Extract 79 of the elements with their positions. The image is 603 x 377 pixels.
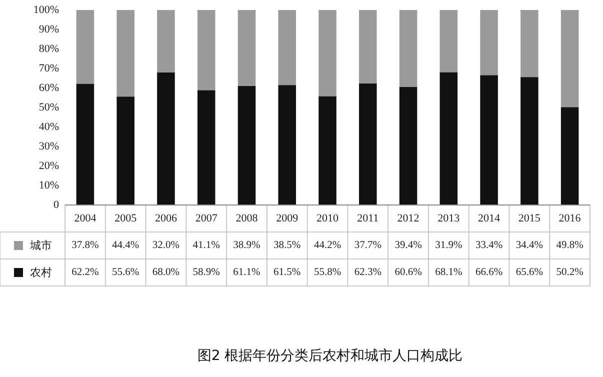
data-label: 60.6% <box>394 267 422 278</box>
bar <box>560 107 579 205</box>
data-label: 68.0% <box>152 267 180 278</box>
data-label: 38.9% <box>233 240 261 251</box>
bar <box>116 96 134 205</box>
data-label: 37.7% <box>354 240 382 251</box>
y-tick-label: 20% <box>38 160 59 172</box>
y-tick-label: 70% <box>38 62 59 74</box>
bar <box>197 90 216 205</box>
x-tick-label: 2007 <box>195 212 218 224</box>
bar <box>157 72 175 205</box>
bar <box>480 10 498 76</box>
x-tick-label: 2012 <box>397 212 420 224</box>
data-label: 61.5% <box>274 267 301 278</box>
bar <box>318 96 336 205</box>
data-label: 34.4% <box>516 240 544 251</box>
bar <box>480 75 498 205</box>
data-label: 58.9% <box>192 267 220 278</box>
x-tick-label: 2013 <box>438 212 460 224</box>
data-label: 37.8% <box>72 240 100 251</box>
x-tick-label: 2014 <box>478 212 501 224</box>
data-label: 62.3% <box>354 267 382 278</box>
x-tick-label: 2005 <box>114 212 138 224</box>
data-label: 55.6% <box>112 267 140 278</box>
data-label: 62.2% <box>72 267 100 278</box>
y-tick-label: 0 <box>54 199 60 211</box>
bar <box>440 72 458 205</box>
x-tick-label: 2016 <box>558 212 582 224</box>
x-tick-label: 2006 <box>154 212 178 224</box>
data-label: 41.1% <box>192 240 220 251</box>
bar <box>520 77 538 205</box>
bar <box>399 86 418 205</box>
data-label: 49.8% <box>556 240 584 251</box>
bar <box>359 84 377 205</box>
y-tick-label: 60% <box>38 82 59 94</box>
y-tick-label: 100% <box>33 4 59 16</box>
y-tick-label: 80% <box>38 43 59 55</box>
bar <box>197 10 216 90</box>
bar <box>278 85 296 205</box>
bar <box>238 10 256 86</box>
y-tick-label: 30% <box>38 140 59 152</box>
data-label: 38.5% <box>274 240 301 251</box>
bar <box>560 10 579 108</box>
bar <box>440 10 458 72</box>
y-tick-label: 10% <box>38 180 59 192</box>
x-tick-label: 2004 <box>74 212 97 224</box>
data-label: 44.4% <box>112 240 140 251</box>
bar <box>318 10 336 96</box>
data-label: 55.8% <box>314 267 342 278</box>
bar <box>157 10 175 72</box>
legend-label: 城市 <box>29 239 52 252</box>
bar <box>520 10 538 78</box>
legend-label: 农村 <box>30 266 52 279</box>
data-label: 31.9% <box>435 240 462 251</box>
bar <box>399 10 418 87</box>
y-tick-label: 90% <box>38 24 59 36</box>
x-tick-label: 2010 <box>316 212 339 224</box>
bar <box>116 10 134 97</box>
data-label: 66.6% <box>475 267 503 278</box>
data-label: 32.0% <box>152 240 180 251</box>
bar <box>76 10 94 84</box>
y-tick-label: 40% <box>38 121 59 133</box>
data-label: 50.2% <box>556 267 584 278</box>
bar <box>238 86 256 205</box>
data-label: 44.2% <box>314 240 342 251</box>
text: 图2 根据年份分类后农村和城市人口构成比 <box>197 348 463 364</box>
x-tick-label: 2009 <box>276 212 299 224</box>
data-label: 68.1% <box>435 267 462 278</box>
x-tick-label: 2008 <box>236 212 258 224</box>
bar <box>76 84 94 205</box>
x-tick-label: 2015 <box>518 212 541 224</box>
bar <box>359 10 377 84</box>
x-tick-label: 2011 <box>357 212 379 224</box>
data-label: 39.4% <box>394 240 422 251</box>
bar <box>278 10 296 86</box>
data-label: 65.6% <box>516 267 544 278</box>
data-label: 61.1% <box>233 267 261 278</box>
y-tick-label: 50% <box>38 102 59 114</box>
data-label: 33.4% <box>475 240 503 251</box>
